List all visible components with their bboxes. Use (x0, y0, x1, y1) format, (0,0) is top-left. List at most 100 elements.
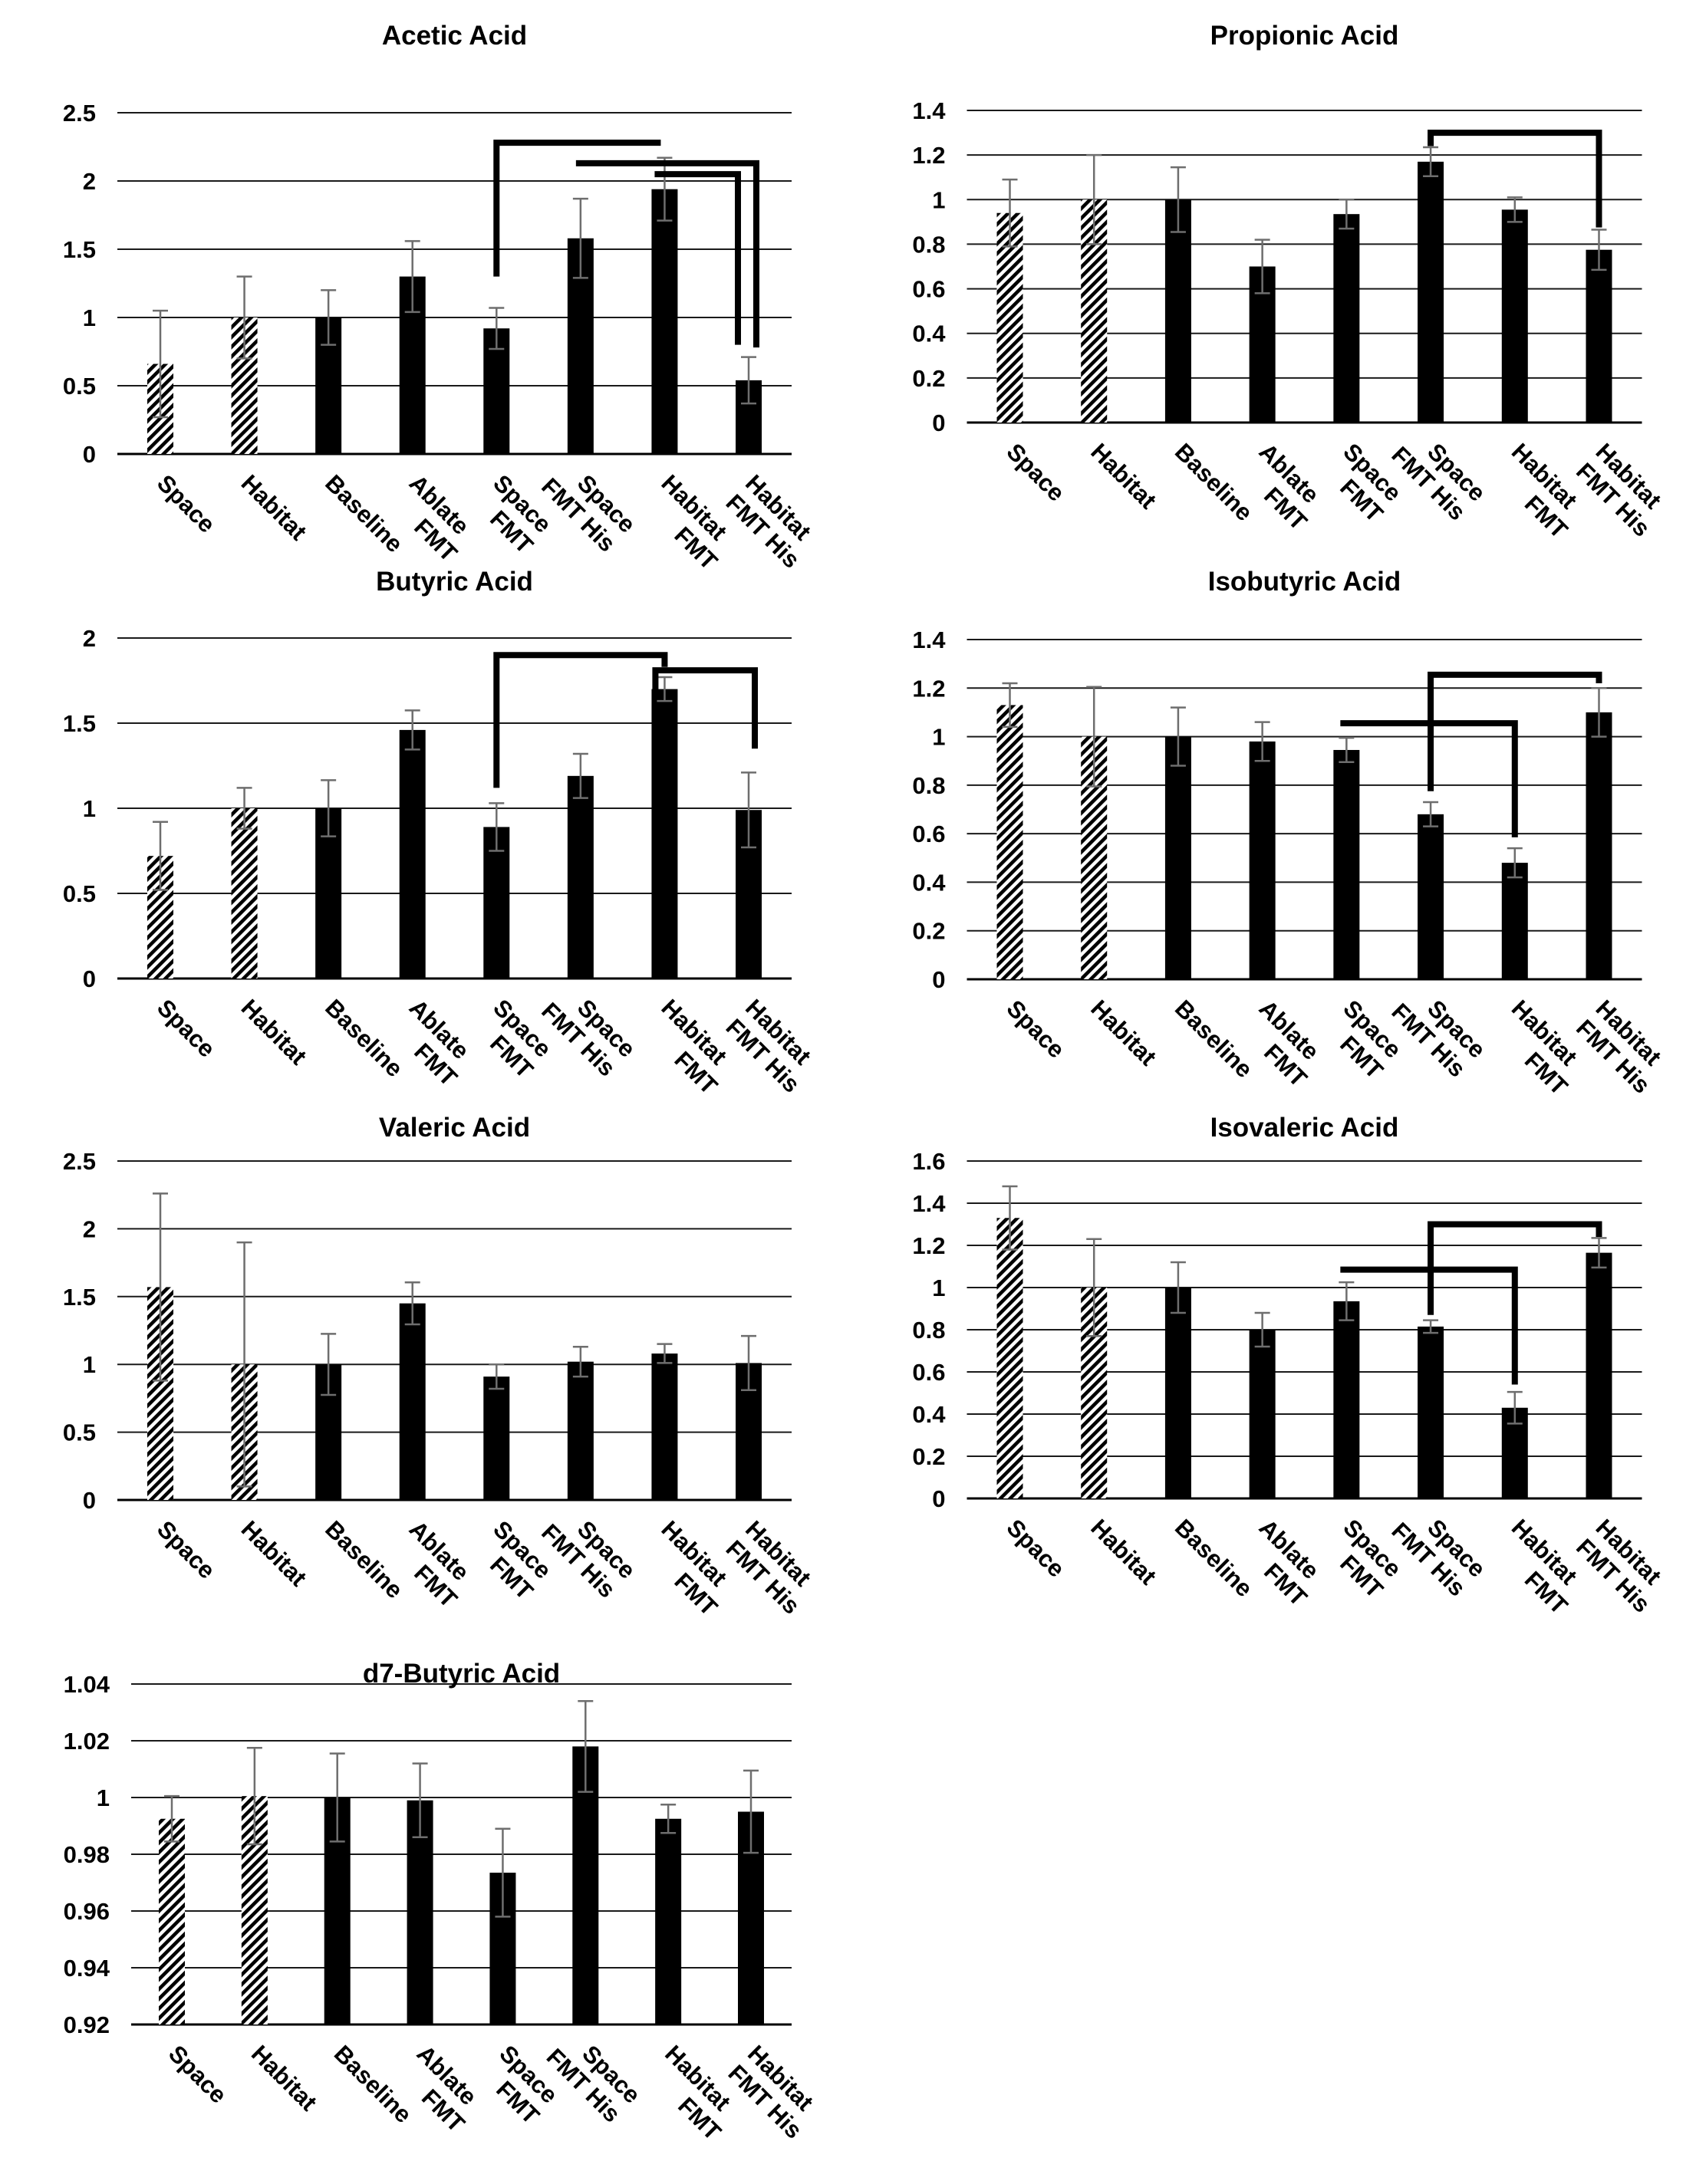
y-tick-label-2.5: 2.5 (63, 100, 96, 127)
x-category-label-space: Space (152, 1515, 220, 1584)
error-bar-space (153, 1192, 168, 1382)
error-bar-space (1002, 682, 1018, 729)
error-bar-space (1002, 1185, 1018, 1251)
x-category-label-habitat: Habitat (1085, 1514, 1161, 1590)
y-tick-label-0.2: 0.2 (912, 918, 945, 945)
y-tick-label-0.6: 0.6 (912, 821, 945, 847)
error-bar-habitat (1086, 1238, 1102, 1337)
bar-space-fmt (1333, 1301, 1360, 1498)
x-category-label-baseline: Baseline (1170, 438, 1258, 526)
y-tick-label-0.4: 0.4 (912, 1401, 946, 1428)
x-category-label-ablate-fmt: AblateFMT (1234, 995, 1332, 1092)
error-bar-ablate-fmt (404, 1281, 420, 1326)
bar-habitat-fmt (651, 1353, 678, 1500)
chart-propionic-acid: 0 0.2 0.4 0.6 0.8 1 1.2 1.4 Space Habitat Baseline… (912, 21, 1666, 544)
x-category-label-ablate-fmt: AblateFMT (1234, 438, 1332, 535)
y-tick-label-1.4: 1.4 (912, 1190, 946, 1217)
significance-bracket (1340, 720, 1518, 837)
error-bar-space-fmt-his (572, 752, 588, 799)
y-tick-label-0: 0 (83, 965, 96, 992)
error-bar-ablate-fmt (412, 1762, 428, 1839)
error-bar-space-fmt-his (572, 197, 588, 279)
error-bar-habitat-fmt-his (1591, 687, 1607, 738)
bar-habitat-fmt (1501, 863, 1528, 979)
y-tick-label-1.2: 1.2 (912, 1232, 945, 1259)
y-tick-label-2: 2 (83, 625, 96, 652)
x-category-label-baseline: Baseline (320, 1515, 408, 1603)
y-tick-label-0: 0 (932, 966, 945, 993)
x-category-label-space: Space (1002, 995, 1070, 1063)
bar-space (996, 1218, 1023, 1498)
significance-bracket (1428, 130, 1602, 228)
y-tick-label-0.92: 0.92 (64, 2011, 110, 2038)
error-bar-habitat-fmt (1507, 1390, 1523, 1425)
y-tick-label-2: 2 (83, 168, 96, 195)
chart-title: Isovaleric Acid (1210, 1113, 1399, 1143)
x-category-label-space-fmt-his: SpaceFMT His (536, 453, 641, 558)
y-tick-label-0.6: 0.6 (912, 276, 945, 303)
significance-bracket (575, 160, 759, 348)
y-tick-label-0.5: 0.5 (63, 1419, 96, 1446)
x-category-label-habitat: Habitat (236, 994, 312, 1070)
error-bar-habitat-fmt (657, 1343, 673, 1364)
chart-title: Propionic Acid (1210, 21, 1399, 51)
x-category-label-habitat: Habitat (246, 2040, 322, 2116)
error-bar-habitat-fmt (1507, 847, 1523, 879)
y-tick-label-1.2: 1.2 (912, 142, 945, 169)
y-tick-label-0.2: 0.2 (912, 365, 945, 392)
y-tick-label-1.5: 1.5 (63, 1284, 96, 1311)
x-category-label-space: Space (152, 469, 220, 538)
x-category-label-space-fmt-his: SpaceFMT His (536, 978, 641, 1082)
y-tick-label-1.04: 1.04 (64, 1671, 110, 1698)
bar-space-fmt-his (1418, 814, 1444, 979)
chart-isovaleric-acid: 0 0.2 0.4 0.6 0.8 1 1.2 1.4 1.6 Space Habitat Basel… (912, 1113, 1675, 1620)
significance-bracket (493, 652, 668, 788)
error-bar-habitat-fmt (657, 156, 673, 222)
x-category-label-ablate-fmt: AblateFMT (1234, 1514, 1332, 1611)
x-category-label-habitat: Habitat (1085, 995, 1161, 1071)
x-category-label-space: Space (152, 994, 220, 1062)
error-bar-space (164, 1794, 179, 1843)
error-bar-space (1002, 178, 1018, 248)
error-bar-baseline (1170, 706, 1186, 767)
bar-habitat-fmt (651, 689, 678, 979)
chart-title: Isobutyric Acid (1208, 567, 1401, 597)
bar-habitat-fmt (651, 189, 678, 454)
x-category-label-space: Space (163, 2040, 232, 2108)
x-category-label-space-fmt-his: SpaceFMT His (536, 1499, 641, 1603)
error-bar-space-fmt-his (1423, 801, 1439, 827)
x-category-label-ablate-fmt: AblateFMT (384, 1515, 482, 1613)
chart-d7-butyric-acid: 0.92 0.94 0.96 0.98 1 1.02 1.04 Space Habitat Bas… (64, 1659, 818, 2146)
x-category-label-habitat-fmt-his: HabitatFMT His (721, 994, 825, 1097)
bar-habitat-fmt (1501, 209, 1528, 423)
chart-isobutyric-acid: 0 0.2 0.4 0.6 0.8 1 1.2 1.4 Space Habitat Baseline… (912, 567, 1666, 1100)
x-category-label-space: Space (1002, 438, 1070, 506)
error-bar-space-fmt-his (572, 1345, 588, 1378)
error-bar-space (153, 309, 168, 419)
bar-ablate-fmt (399, 729, 426, 979)
error-bar-habitat-fmt-his (741, 1334, 756, 1392)
error-bar-habitat (1086, 153, 1102, 245)
error-bar-habitat (236, 275, 252, 360)
bar-space (996, 705, 1023, 979)
y-tick-label-0.96: 0.96 (64, 1898, 110, 1925)
error-bar-baseline (1170, 166, 1186, 233)
error-bar-space-fmt (1339, 1281, 1355, 1321)
bar-baseline (1164, 199, 1191, 423)
y-tick-label-1.5: 1.5 (63, 236, 96, 263)
significance-bracket (493, 140, 661, 277)
bar-habitat-fmt (655, 1818, 682, 2024)
x-category-label-habitat-fmt-his: HabitatFMT His (1571, 1514, 1675, 1617)
bar-space-fmt (483, 1377, 510, 1500)
y-tick-label-2: 2 (83, 1215, 96, 1242)
error-bar-habitat-fmt (657, 676, 673, 702)
bar-habitat-fmt-his (1586, 1252, 1612, 1498)
chart-title: Butyric Acid (376, 567, 533, 597)
y-tick-label-0.4: 0.4 (912, 321, 946, 347)
error-bar-habitat-fmt-his (743, 1769, 759, 1854)
error-bar-habitat-fmt-his (1591, 229, 1607, 271)
bar-space-fmt-his (567, 775, 594, 979)
x-category-label-habitat-fmt: HabitatFMT (637, 1515, 743, 1621)
